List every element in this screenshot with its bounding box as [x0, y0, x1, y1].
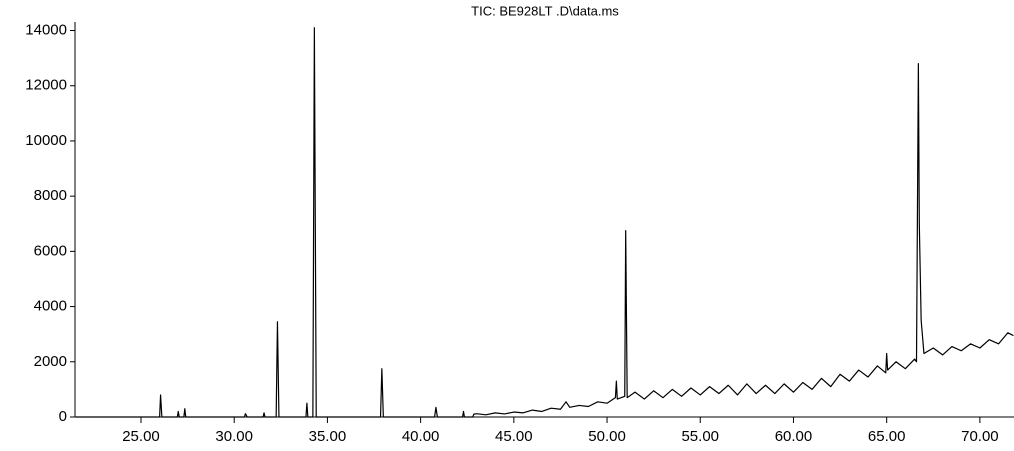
x-tick-label: 70.00: [961, 428, 999, 445]
x-tick-label: 55.00: [681, 428, 719, 445]
x-tick-label: 45.00: [495, 428, 533, 445]
y-tick-label: 6000: [34, 242, 67, 259]
y-tick-label: 0: [59, 408, 67, 425]
y-tick-label: 8000: [34, 187, 67, 204]
chart-title: TIC: BE928LT .D\data.ms: [471, 3, 619, 18]
x-tick-label: 35.00: [309, 428, 347, 445]
x-tick-label: 65.00: [868, 428, 906, 445]
x-tick-label: 40.00: [402, 428, 440, 445]
y-tick-label: 12000: [25, 77, 67, 94]
y-tick-label: 2000: [34, 353, 67, 370]
y-tick-label: 10000: [25, 132, 67, 149]
trace-line: [75, 27, 1014, 418]
x-tick-label: 30.00: [215, 428, 253, 445]
x-tick-label: 60.00: [775, 428, 813, 445]
x-tick-label: 25.00: [122, 428, 160, 445]
y-tick-label: 14000: [25, 21, 67, 38]
x-tick-label: 50.00: [588, 428, 626, 445]
y-tick-label: 4000: [34, 298, 67, 315]
